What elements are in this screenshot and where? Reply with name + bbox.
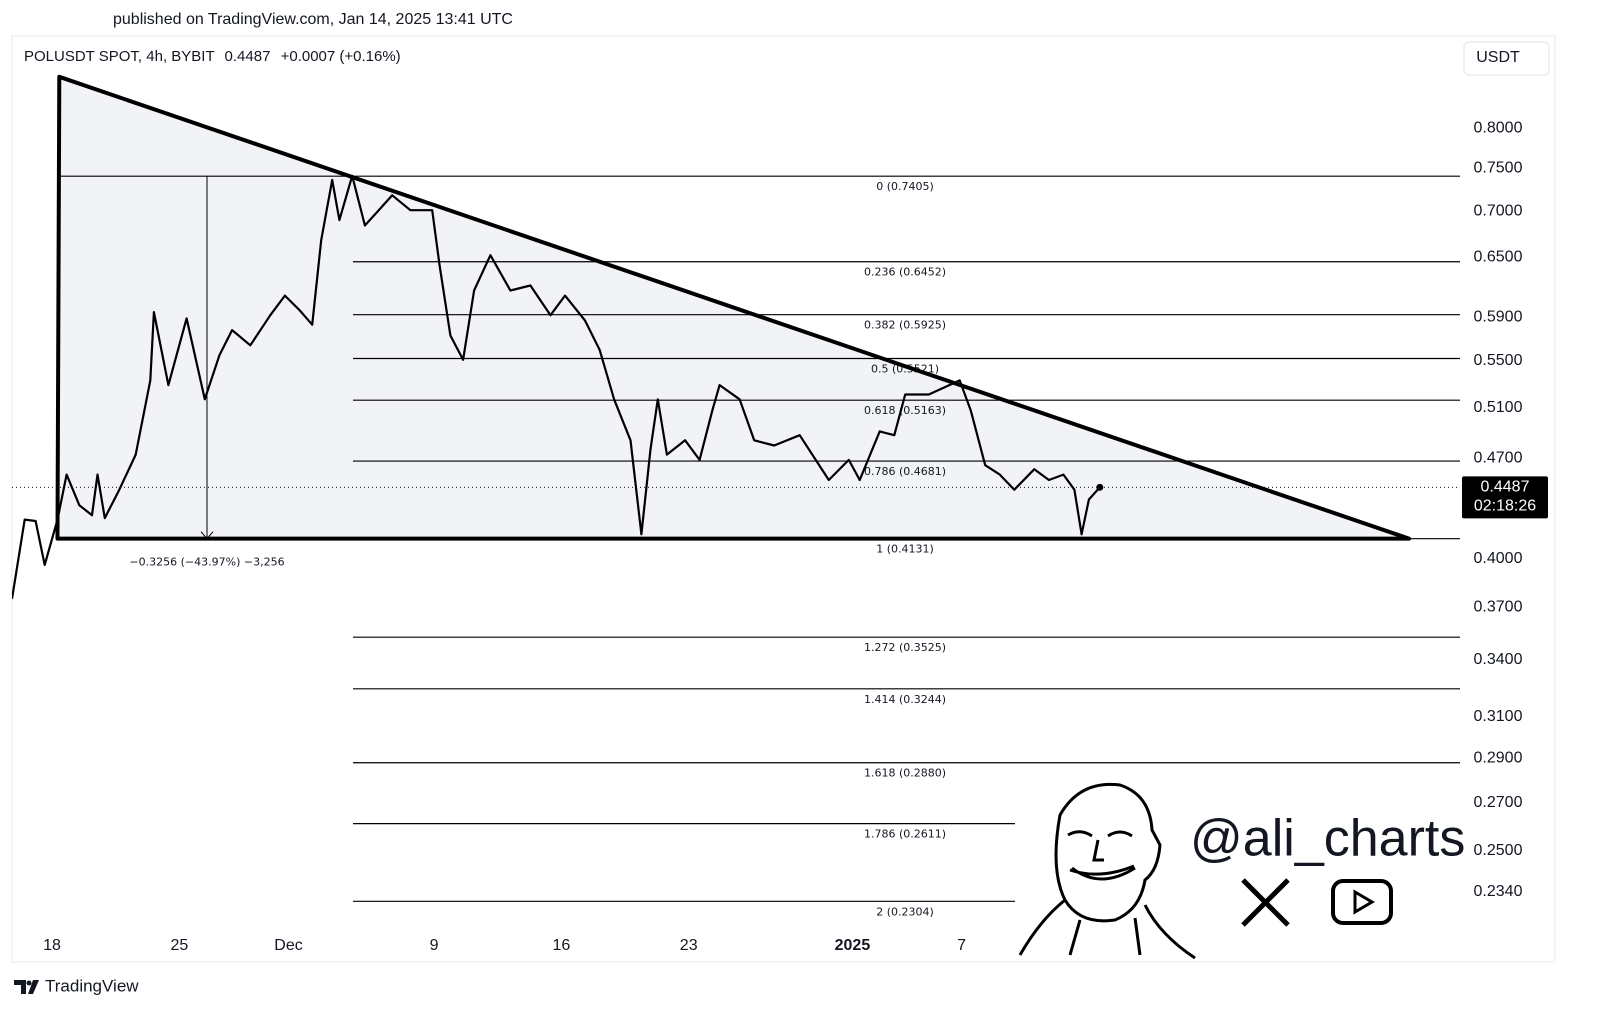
fib-label: 0.382 (0.5925): [864, 319, 946, 332]
y-tick-label: 0.3100: [1474, 708, 1523, 725]
y-tick-label: 0.7000: [1474, 202, 1523, 219]
fib-label: 1.786 (0.2611): [864, 828, 946, 841]
symbol-line: POLUSDT SPOT, 4h, BYBIT 0.4487 +0.0007 (…: [24, 48, 401, 65]
footer-brand: TradingView: [45, 976, 139, 995]
x-tick-label: 7: [957, 937, 966, 954]
y-tick-label: 0.5100: [1474, 399, 1523, 416]
fib-label: 1.272 (0.3525): [864, 641, 946, 654]
y-tick-label: 0.6500: [1474, 248, 1523, 265]
price-tag-value: 0.4487: [1481, 479, 1530, 496]
y-tick-label: 0.2700: [1474, 794, 1523, 811]
fib-label: 0 (0.7405): [876, 180, 934, 193]
y-tick-label: 0.3700: [1474, 598, 1523, 615]
youtube-play: [1353, 889, 1375, 915]
footer-logo: [14, 980, 39, 994]
watermark: @ali_charts: [1015, 778, 1465, 960]
x-tick-label: 25: [170, 937, 188, 954]
youtube-icon: [1331, 879, 1393, 925]
price-tag: [1462, 476, 1548, 519]
price-tag-countdown: 02:18:26: [1474, 498, 1536, 515]
y-tick-label: 0.8000: [1474, 119, 1523, 136]
fib-label: 1 (0.4131): [876, 543, 934, 556]
triangle-outline: [55, 74, 1412, 541]
x-tick-label: 23: [680, 937, 698, 954]
x-icon: [1241, 878, 1290, 927]
fib-label: 0.236 (0.6452): [864, 266, 946, 279]
y-tick-label: 0.2500: [1474, 842, 1523, 859]
last-point: [1096, 483, 1104, 491]
currency-button[interactable]: [1463, 41, 1550, 76]
fib-label: 1.618 (0.2880): [864, 767, 946, 780]
price-change: +0.0007 (+0.16%): [281, 48, 401, 65]
symbol: POLUSDT SPOT, 4h, BYBIT: [24, 48, 214, 65]
y-tick-label: 0.4700: [1474, 450, 1523, 467]
published-note: published on TradingView.com, Jan 14, 20…: [113, 11, 513, 28]
x-tick-label: 2025: [835, 937, 871, 954]
y-tick-label: 0.2340: [1474, 883, 1523, 900]
watermark-bg: [1015, 778, 1460, 958]
y-tick-label: 0.4000: [1474, 550, 1523, 567]
y-tick-label: 0.3400: [1474, 651, 1523, 668]
fib-label: 0.786 (0.4681): [864, 465, 946, 478]
y-tick-label: 0.7500: [1474, 159, 1523, 176]
x-tick-label: 16: [552, 937, 570, 954]
fib-label: 2 (0.2304): [876, 905, 934, 918]
fib-label: 1.414 (0.3244): [864, 693, 946, 706]
measure-label: −0.3256 (−43.97%) −3,256: [129, 556, 284, 569]
last-price: 0.4487: [225, 48, 271, 65]
y-tick-label: 0.5900: [1474, 309, 1523, 326]
face-icon: [1018, 782, 1196, 960]
x-tick-label: 9: [430, 937, 439, 954]
watermark-handle: @ali_charts: [1190, 810, 1465, 868]
x-tick-label: 18: [43, 937, 61, 954]
x-tick-label: Dec: [274, 937, 302, 954]
fib-label: 0.618 (0.5163): [864, 404, 946, 417]
y-tick-label: 0.5500: [1474, 352, 1523, 369]
price-line: [12, 174, 1101, 599]
y-tick-label: 0.2900: [1474, 750, 1523, 767]
currency-label[interactable]: USDT: [1476, 49, 1520, 66]
